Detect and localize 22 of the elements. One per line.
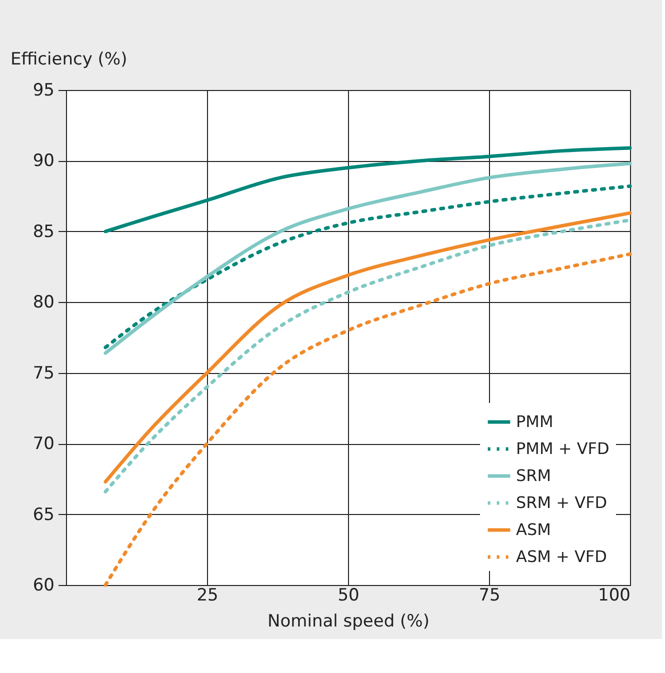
line-series bbox=[104, 252, 632, 587]
x-tick-label: 50 bbox=[338, 586, 360, 606]
y-tick-label: 60 bbox=[32, 576, 54, 596]
legend-label: PMM + VFD bbox=[516, 439, 610, 458]
y-tick-label: 80 bbox=[32, 292, 54, 313]
y-tick-label: 75 bbox=[32, 363, 54, 384]
legend-label: SRM bbox=[516, 466, 552, 485]
legend-label: PMM bbox=[516, 412, 554, 431]
legend-label: ASM bbox=[516, 520, 551, 539]
y-axis-title: Efficiency (%) bbox=[10, 50, 128, 70]
y-tick-label: 95 bbox=[32, 80, 54, 100]
y-tick-label: 90 bbox=[32, 151, 54, 172]
x-tick-label: 100 bbox=[598, 586, 630, 606]
x-tick-label: 75 bbox=[478, 586, 500, 606]
legend-label: ASM + VFD bbox=[516, 547, 607, 566]
legend-label: SRM + VFD bbox=[516, 493, 608, 512]
x-axis-title: Nominal speed (%) bbox=[268, 612, 430, 632]
y-tick-label: 85 bbox=[32, 222, 54, 242]
y-tick-label: 65 bbox=[32, 504, 54, 525]
y-tick-label: 70 bbox=[32, 434, 54, 454]
x-tick-label: 25 bbox=[196, 586, 218, 606]
line-series bbox=[104, 146, 632, 234]
